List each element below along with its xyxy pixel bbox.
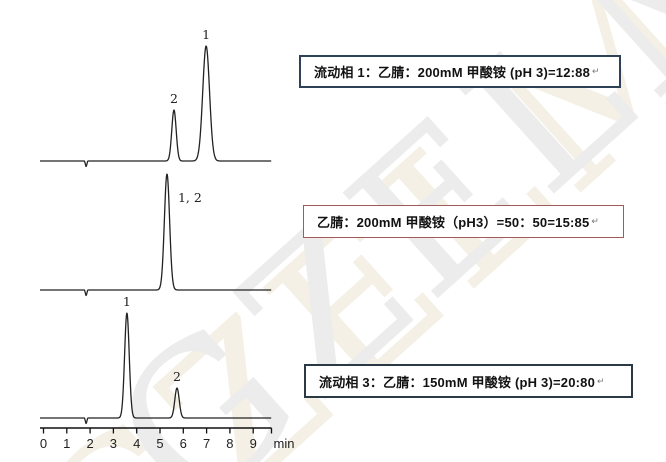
condition-box-2: 乙腈：200mM 甲酸铵（pH3）=50：50=15:85 ↵ [303, 205, 624, 238]
paragraph-return-mark: ↵ [591, 216, 600, 226]
x-axis-tick-label: 3 [110, 436, 117, 451]
paragraph-return-mark: ↵ [597, 375, 605, 386]
x-axis-tick-label: 0 [40, 436, 47, 451]
peak-label: 1, 2 [178, 190, 202, 205]
x-axis-unit-label: min [274, 436, 295, 451]
x-axis-tick-label: 1 [63, 436, 70, 451]
peak-label: 1 [202, 27, 210, 42]
chromatogram-trace-2 [39, 173, 272, 297]
x-axis-tick-label: 5 [156, 436, 163, 451]
condition-box-3-text: 流动相 3：乙腈：150mM 甲酸铵 (pH 3)=20:80 [319, 374, 596, 390]
x-axis-tick-label: 8 [226, 436, 233, 451]
peak-label: 2 [173, 369, 181, 384]
condition-box-1-text: 流动相 1：乙腈：200mM 甲酸铵 (pH 3)=12:88 [314, 65, 591, 80]
x-axis-tick-label: 4 [133, 436, 140, 451]
peak-label: 1 [123, 294, 131, 309]
condition-box-1: 流动相 1：乙腈：200mM 甲酸铵 (pH 3)=12:88 ↵ [299, 55, 621, 88]
condition-box-3: 流动相 3：乙腈：150mM 甲酸铵 (pH 3)=20:80 ↵ [304, 364, 633, 398]
chromatogram-trace-3 [39, 312, 272, 425]
x-axis-tick-label: 6 [180, 436, 187, 451]
paragraph-return-mark: ↵ [592, 66, 600, 76]
x-axis-tick-label: 7 [203, 436, 210, 451]
x-axis-tick-label: 9 [250, 436, 257, 451]
peak-label: 2 [170, 91, 178, 106]
chromatogram-trace-1 [39, 45, 272, 168]
x-axis-tick-label: 2 [86, 436, 93, 451]
condition-box-2-text: 乙腈：200mM 甲酸铵（pH3）=50：50=15:85 [317, 215, 590, 230]
